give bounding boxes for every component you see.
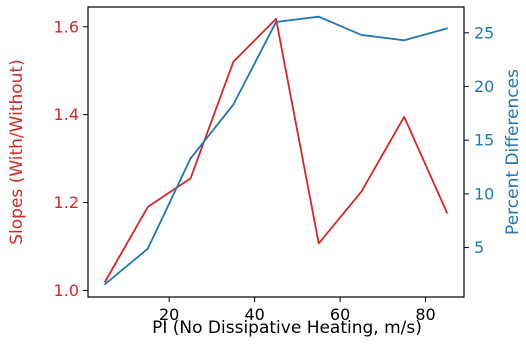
x-tick-label: 40 [244,305,264,324]
left-y-tick-label: 1.6 [54,17,79,36]
left-series-line [104,17,448,283]
x-tick-label: 20 [159,305,179,324]
x-tick-label: 80 [415,305,435,324]
left-axis-label: Slopes (With/Without) [7,59,27,244]
right-series-line [104,15,448,286]
left-y-tick-label: 1.0 [54,281,79,300]
right-y-tick-label: 20 [474,77,494,96]
plot-area [88,7,464,297]
axes-layer: 20 40 60 80 1.0 1.2 1.4 1.6 5 10 15 20 25 [54,6,494,324]
series-layer [104,15,448,286]
right-y-tick-label: 5 [474,238,484,257]
plot-frame [87,6,465,298]
x-axis-label: PI (No Dissipative Heating, m/s) [152,318,422,338]
right-y-tick-label: 25 [474,23,494,42]
left-y-tick-label: 1.4 [54,105,79,124]
plot-background [88,7,464,297]
right-axis-label: Percent Differences [503,69,523,235]
right-y-tick-label: 10 [474,184,494,203]
right-y-tick-label: 15 [474,131,494,150]
x-tick-label: 60 [330,305,350,324]
left-y-tick-label: 1.2 [54,193,79,212]
